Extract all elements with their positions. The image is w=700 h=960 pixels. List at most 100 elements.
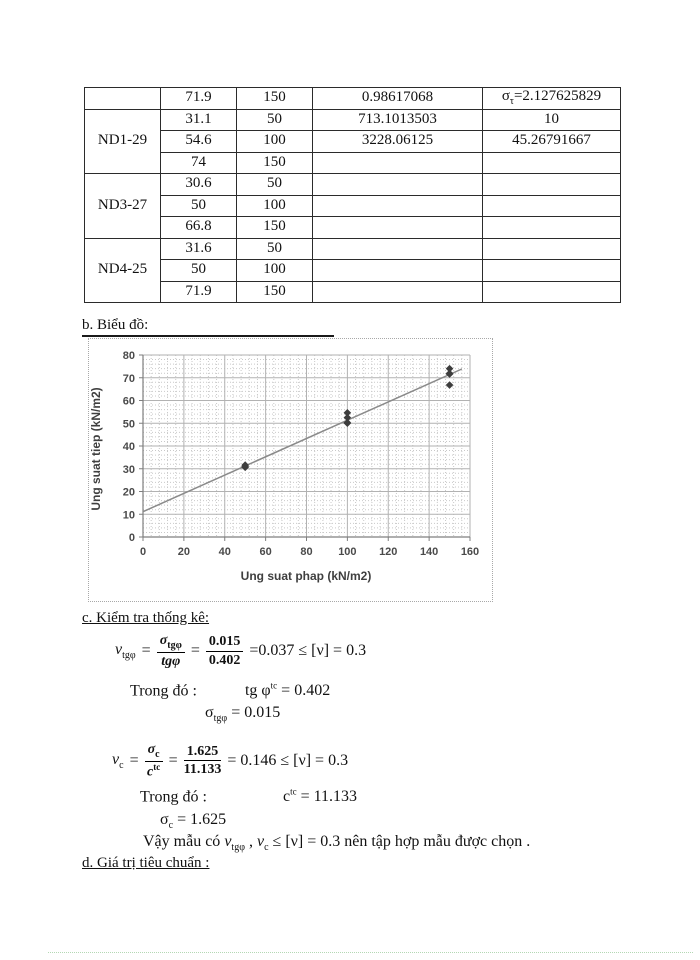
stat-value-cell bbox=[312, 173, 483, 196]
fraction-numerator: σtgφ bbox=[156, 633, 185, 653]
stat-value-cell bbox=[482, 173, 621, 196]
heading-c-text: c. Kiểm tra thống kê: bbox=[82, 610, 210, 626]
equals-sign: = bbox=[168, 751, 178, 769]
svg-text:10: 10 bbox=[123, 509, 135, 521]
fraction-numerator: σc bbox=[144, 742, 163, 762]
c-subscript: c bbox=[264, 842, 269, 854]
tgphi-subscript: tgφ bbox=[213, 713, 228, 725]
fraction-sigma-over-tgphi: σtgφ tgφ bbox=[156, 633, 185, 669]
sigma-tgphi-line: σtgφ = 0.015 bbox=[205, 704, 280, 724]
fraction-numerator: 0.015 bbox=[205, 634, 244, 652]
svg-text:60: 60 bbox=[123, 396, 135, 408]
normal-value-cell: 50 bbox=[236, 108, 313, 131]
normal-value-cell: 50 bbox=[236, 173, 313, 196]
sigma-symbol: σ bbox=[205, 704, 214, 721]
shear-value-cell: 30.6 bbox=[160, 173, 237, 196]
table-row: 50 100 bbox=[85, 194, 621, 217]
nu-tgphi-symbol: νtgφ bbox=[115, 641, 136, 662]
shear-value-cell: 31.1 bbox=[160, 108, 237, 131]
normal-value-cell: 100 bbox=[236, 130, 313, 153]
stat-value-cell bbox=[312, 259, 483, 282]
stat-value-cell: 713.1013503 bbox=[312, 108, 483, 131]
stat-value-cell: 10 bbox=[482, 108, 621, 131]
fraction-numeric: 1.625 11.133 bbox=[184, 744, 222, 778]
sigma-tau-value: =2.127625829 bbox=[513, 88, 602, 104]
svg-text:80: 80 bbox=[300, 546, 312, 558]
normal-value-cell: 150 bbox=[236, 216, 313, 239]
table-row: ND1-29 31.1 50 713.1013503 10 bbox=[84, 108, 621, 174]
stat-value-cell bbox=[482, 237, 621, 260]
page-bottom-divider bbox=[48, 952, 693, 953]
svg-text:0: 0 bbox=[140, 546, 146, 558]
svg-text:160: 160 bbox=[461, 546, 479, 558]
svg-text:20: 20 bbox=[178, 546, 190, 558]
sample-group-cell: ND3-27 bbox=[84, 173, 161, 239]
sigma-c-value: = 1.625 bbox=[173, 811, 227, 828]
shear-value-cell: 50 bbox=[160, 259, 237, 282]
where-label: Trong đó : bbox=[140, 788, 207, 806]
section-heading-c: c. Kiểm tra thống kê: bbox=[82, 610, 209, 627]
svg-text:70: 70 bbox=[123, 373, 135, 385]
nu-c-symbol: νc bbox=[112, 750, 124, 772]
table-row: 66.8 150 bbox=[85, 216, 621, 239]
shear-value-cell: 50 bbox=[160, 194, 237, 217]
equals-sign: = bbox=[129, 751, 139, 769]
svg-text:40: 40 bbox=[123, 441, 135, 453]
table-row: 74 150 bbox=[85, 151, 621, 174]
fraction-denominator: 11.133 bbox=[183, 762, 222, 778]
shear-value-cell: 31.6 bbox=[160, 237, 237, 260]
conclusion-text: ≤ [ν] = 0.3 nên tập hợp mẫu được chọn . bbox=[268, 833, 531, 850]
stat-value-cell bbox=[482, 216, 621, 239]
svg-text:60: 60 bbox=[260, 546, 272, 558]
table-row: ND4-25 31.6 50 bbox=[84, 237, 621, 303]
sigma-c-line: σc = 1.625 bbox=[160, 811, 226, 831]
fraction-numerator: 1.625 bbox=[183, 744, 222, 762]
shear-test-table: 71.9 150 0.98617068 στ=2.127625829 ND1-2… bbox=[84, 87, 621, 303]
svg-text:80: 80 bbox=[123, 350, 135, 362]
tau-subscript: τ bbox=[509, 96, 514, 107]
stat-value-cell: 0.98617068 bbox=[312, 87, 483, 110]
svg-text:40: 40 bbox=[219, 546, 231, 558]
normal-value-cell: 150 bbox=[236, 87, 313, 110]
shear-value-cell: 71.9 bbox=[160, 280, 237, 303]
stat-value-cell: 45.26791667 bbox=[482, 130, 621, 153]
nu-symbol: ν bbox=[256, 833, 265, 850]
stat-value-cell bbox=[312, 280, 483, 303]
stat-value-cell bbox=[312, 237, 483, 260]
normal-value-cell: 100 bbox=[236, 194, 313, 217]
c-tc-term: ctc = 11.133 bbox=[282, 787, 358, 806]
sigma-symbol: σ bbox=[160, 811, 169, 828]
sample-group-cell bbox=[84, 87, 161, 110]
sigma-tau-cell: στ=2.127625829 bbox=[482, 87, 621, 110]
stat-value-cell bbox=[482, 280, 621, 303]
fraction-denominator: tgφ bbox=[161, 653, 181, 669]
shear-value-cell: 71.9 bbox=[160, 87, 237, 110]
normal-value-cell: 150 bbox=[236, 151, 313, 174]
where-clause-1: Trong đó : tg φtc = 0.402 bbox=[130, 681, 330, 700]
svg-text:50: 50 bbox=[123, 418, 135, 430]
table-row: 71.9 150 0.98617068 στ=2.127625829 bbox=[84, 87, 621, 110]
stat-value-cell bbox=[482, 194, 621, 217]
stat-value-cell bbox=[312, 216, 483, 239]
tgphi-subscript: tgφ bbox=[231, 842, 245, 854]
formula-result: = 0.146 ≤ [ν] = 0.3 bbox=[227, 751, 349, 769]
sigma-symbol: σ bbox=[501, 88, 510, 104]
svg-text:20: 20 bbox=[123, 487, 135, 499]
formula-nu-tgphi: νtgφ = σtgφ tgφ = 0.015 0.402 =0.037 ≤ [… bbox=[115, 633, 366, 669]
tgphi-tc-term: tg φtc = 0.402 bbox=[244, 681, 331, 700]
table-row: ND3-27 30.6 50 bbox=[84, 173, 621, 239]
table-row: 71.9 150 bbox=[85, 280, 621, 303]
scatter-plot-svg: 0 20 40 60 80 100 120 140 160 0 10 20 30 40 50 60 70 80 U… bbox=[89, 350, 479, 583]
shear-value-cell: 66.8 bbox=[160, 216, 237, 239]
conclusion-text: Vậy mẫu có bbox=[143, 833, 225, 850]
normal-value-cell: 150 bbox=[236, 280, 313, 303]
shear-value-cell: 74 bbox=[160, 151, 237, 174]
formula-nu-c: νc = σc ctc = 1.625 11.133 = 0.146 ≤ [ν]… bbox=[112, 742, 348, 780]
stat-value-cell bbox=[312, 194, 483, 217]
fraction-denominator: ctc bbox=[146, 761, 161, 780]
svg-text:30: 30 bbox=[123, 464, 135, 476]
sample-group-cell: ND1-29 bbox=[84, 108, 161, 174]
c-subscript: c bbox=[168, 820, 174, 832]
section-heading-d: d. Giá trị tiêu chuẩn : bbox=[82, 855, 209, 872]
